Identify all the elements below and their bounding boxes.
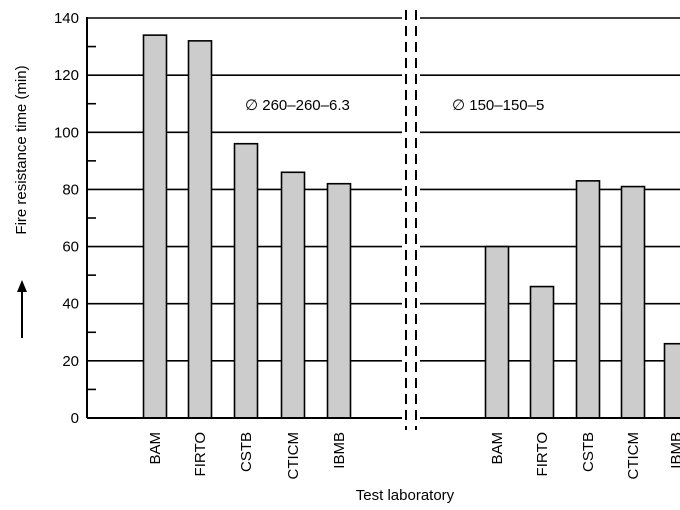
- y-tick-label: 120: [54, 67, 79, 84]
- category-label: IBMB: [331, 432, 348, 469]
- y-tick-label: 140: [54, 10, 79, 27]
- category-label: CSTB: [238, 432, 255, 472]
- bar: [280, 171, 306, 419]
- bar: [620, 185, 646, 419]
- group-2-annotation: ∅ 150–150–5: [452, 97, 544, 114]
- category-label: IBMB: [668, 432, 680, 469]
- y-tick-label: 20: [62, 353, 79, 370]
- y-tick-label: 0: [71, 410, 79, 427]
- bar: [529, 285, 555, 419]
- y-axis-arrow: [17, 280, 27, 338]
- category-label: CSTB: [580, 432, 597, 472]
- bar: [233, 142, 259, 419]
- bar: [142, 34, 168, 419]
- bar: [663, 342, 680, 419]
- category-label: CTICM: [625, 432, 642, 480]
- y-tick-label: 80: [62, 181, 79, 198]
- labels-layer: 0 20 40 60 80 100 120 140 BAM FIRTO CSTB CTICM IBMB B…: [54, 10, 680, 480]
- category-label: CTICM: [285, 432, 302, 480]
- bar: [575, 180, 601, 419]
- category-label: BAM: [147, 432, 164, 465]
- x-axis-title: Test laboratory: [356, 487, 455, 504]
- group-1-annotation: ∅ 260–260–6.3: [245, 97, 350, 114]
- bar: [187, 40, 213, 419]
- y-tick-label: 60: [62, 239, 79, 256]
- bar: [484, 245, 510, 419]
- bar: [326, 182, 352, 419]
- axis-layer: [86, 10, 680, 430]
- category-label: FIRTO: [534, 432, 551, 476]
- y-tick-label: 40: [62, 296, 79, 313]
- y-axis-title: Fire resistance time (min): [13, 65, 30, 234]
- y-tick-label: 100: [54, 124, 79, 141]
- category-label: FIRTO: [192, 432, 209, 476]
- category-label: BAM: [489, 432, 506, 465]
